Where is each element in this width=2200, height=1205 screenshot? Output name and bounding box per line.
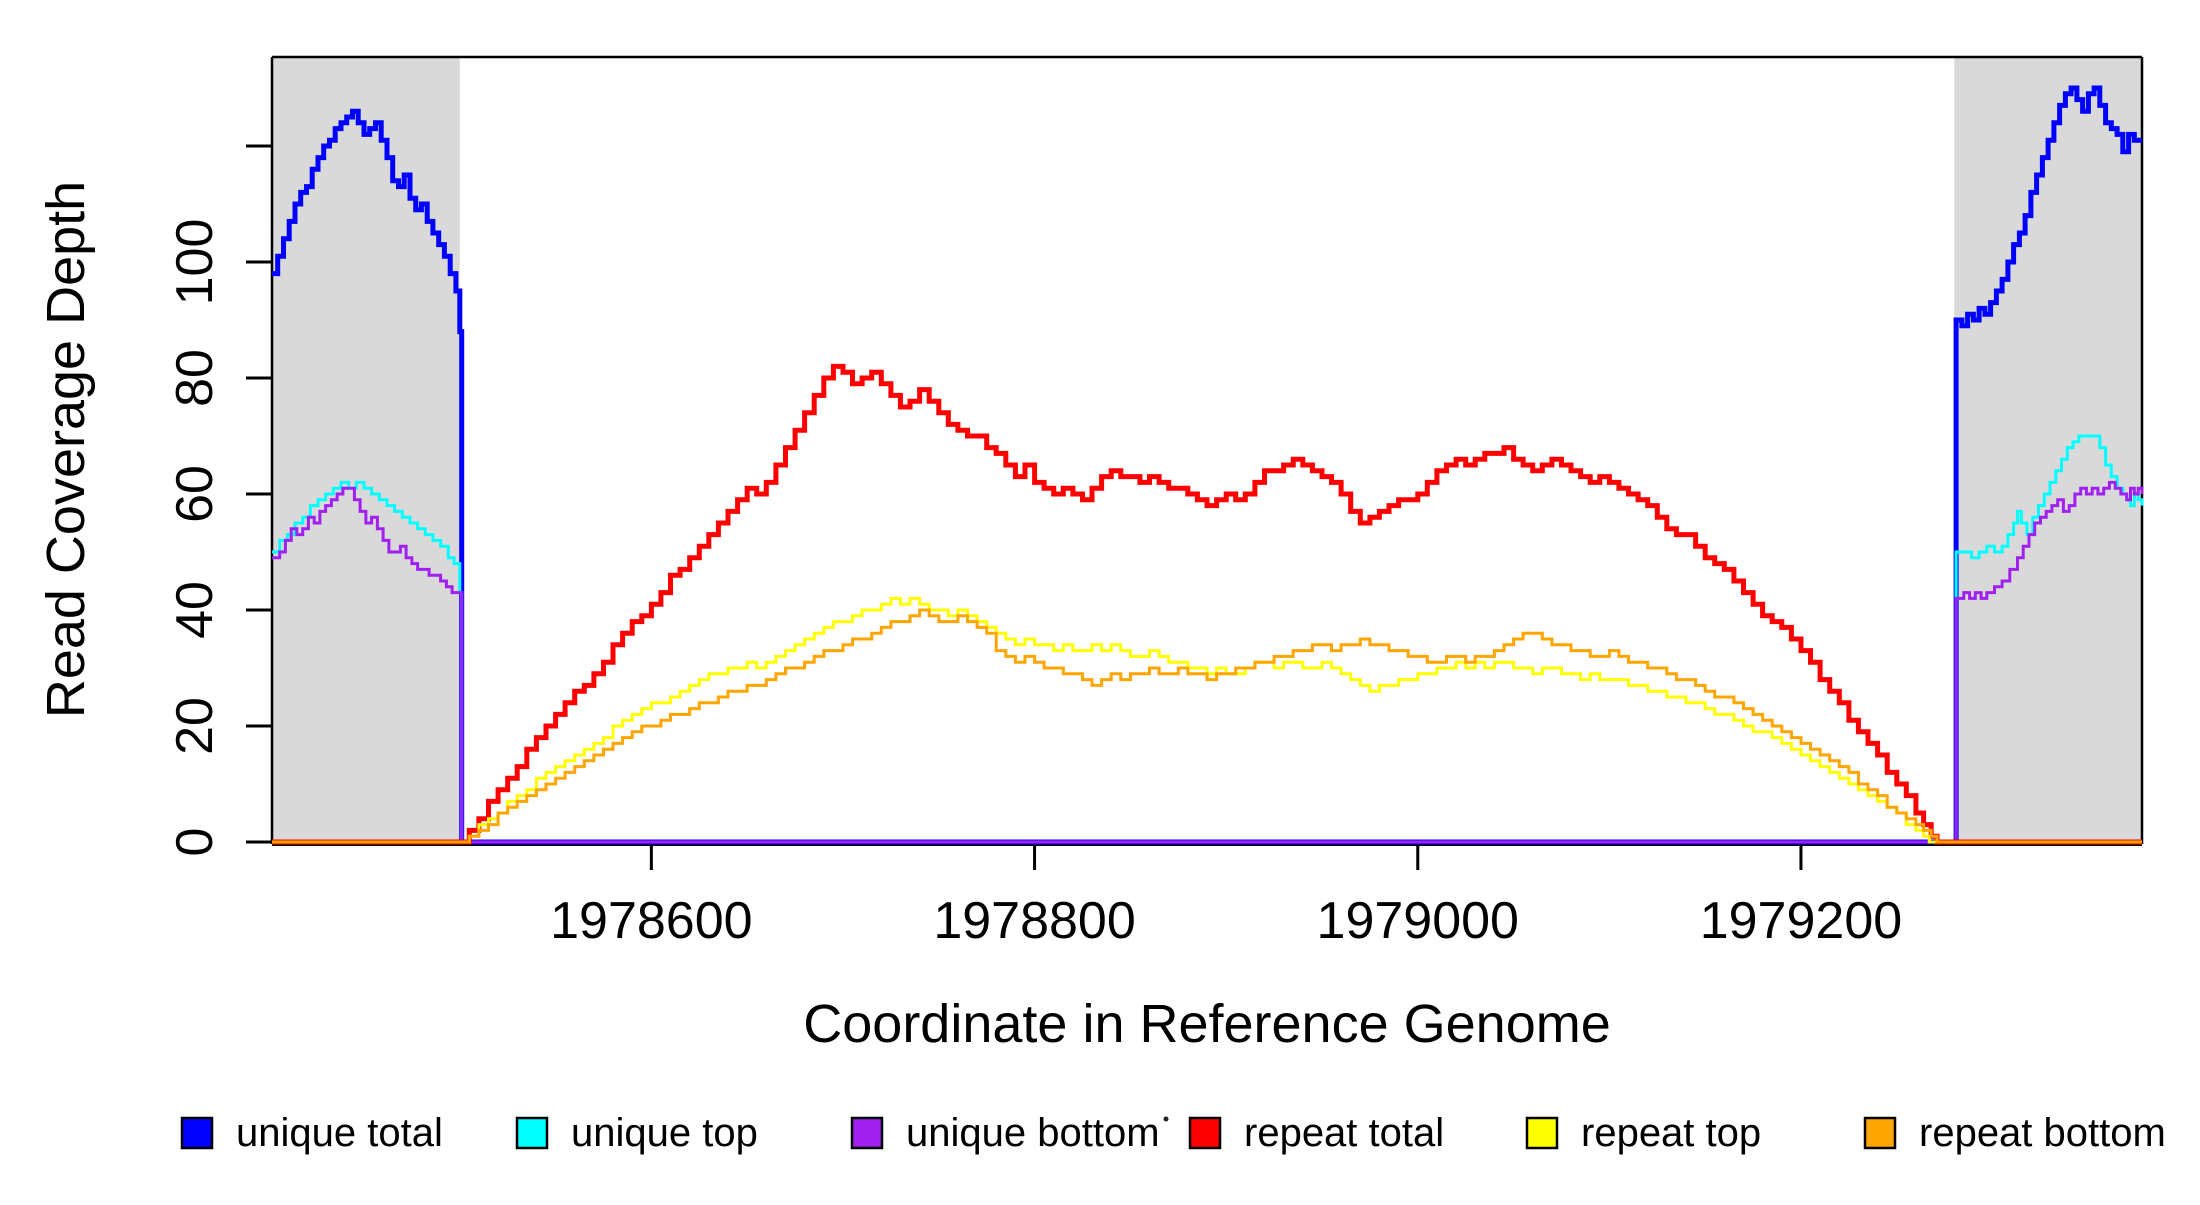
- series-line-repeat-top: [272, 596, 2142, 844]
- legend-swatch-unique-top: [515, 1116, 549, 1150]
- legend-swatch-repeat-top: [1525, 1116, 1559, 1150]
- x-tick-label: 1978800: [933, 892, 1135, 950]
- shaded-region-left: [272, 57, 460, 842]
- x-tick-label: 1979000: [1317, 892, 1519, 950]
- series-line-repeat-total: [272, 363, 2142, 845]
- y-tick-label: 0: [166, 828, 224, 857]
- y-tick-label: 80: [166, 349, 224, 407]
- y-tick-label: 40: [166, 581, 224, 639]
- shaded-region-right: [1954, 57, 2142, 842]
- x-axis-title: Coordinate in Reference Genome: [803, 994, 1610, 1054]
- y-tick-label: 100: [166, 219, 224, 306]
- x-tick-label: 1978600: [550, 892, 752, 950]
- y-axis-title: Read Coverage Depth: [36, 181, 96, 718]
- legend-label-repeat-top: repeat top: [1581, 1111, 1761, 1155]
- legend-swatch-unique-total: [180, 1116, 214, 1150]
- legend-swatch-unique-bottom: [850, 1116, 884, 1150]
- legend-label-repeat-bottom: repeat bottom: [1919, 1111, 2166, 1155]
- legend-label-unique-total: unique total: [236, 1111, 443, 1155]
- legend-label-unique-bottom: unique bottom: [906, 1111, 1160, 1155]
- legend-swatch-repeat-bottom: [1863, 1116, 1897, 1150]
- series-line-unique-top: [272, 434, 2144, 844]
- legend-label-unique-top: unique top: [571, 1111, 758, 1155]
- series-line-unique-total: [272, 85, 2142, 845]
- x-tick-label: 1979200: [1700, 892, 1902, 950]
- legend-swatch-repeat-total: [1188, 1116, 1222, 1150]
- y-tick-label: 20: [166, 697, 224, 755]
- stray-dot-artifact: [1163, 1116, 1169, 1122]
- legend-label-repeat-total: repeat total: [1244, 1111, 1444, 1155]
- series-line-repeat-bottom: [272, 608, 2142, 844]
- y-tick-label: 60: [166, 465, 224, 523]
- series-line-unique-bottom: [272, 480, 2144, 844]
